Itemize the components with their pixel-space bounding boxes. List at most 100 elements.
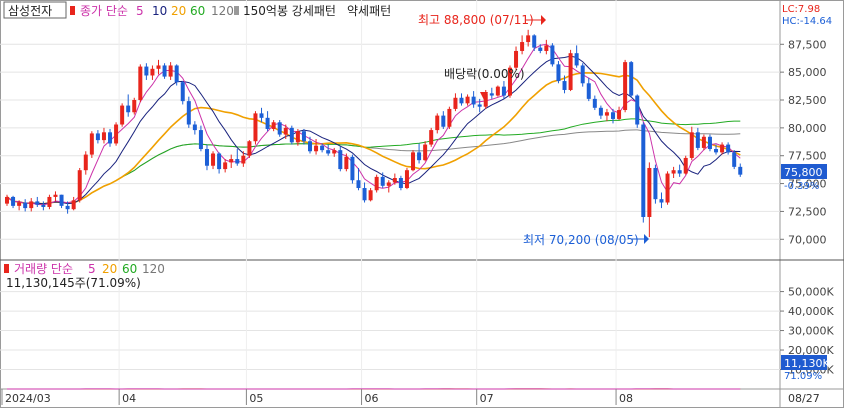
candle[interactable]	[689, 132, 694, 158]
candle[interactable]	[89, 133, 94, 155]
candle[interactable]	[617, 110, 622, 119]
ma-period-120[interactable]: 120	[211, 4, 234, 18]
candle[interactable]	[404, 170, 409, 189]
candle[interactable]	[477, 104, 482, 107]
candle[interactable]	[362, 188, 367, 201]
candle[interactable]	[580, 65, 585, 84]
candle[interactable]	[411, 152, 416, 171]
candle[interactable]	[386, 182, 391, 186]
candle[interactable]	[556, 64, 561, 82]
candle[interactable]	[507, 67, 512, 96]
candle[interactable]	[138, 66, 143, 100]
volume-ma-60[interactable]: 60	[122, 262, 137, 276]
candle[interactable]	[120, 105, 125, 125]
ma-period-10[interactable]: 10	[152, 4, 167, 18]
candle[interactable]	[77, 170, 82, 201]
candle[interactable]	[368, 190, 373, 201]
candle[interactable]	[720, 144, 725, 153]
candle[interactable]	[29, 201, 34, 209]
candle[interactable]	[71, 200, 76, 210]
candle[interactable]	[701, 136, 706, 148]
candle[interactable]	[392, 178, 397, 183]
candle[interactable]	[289, 127, 294, 143]
candle[interactable]	[150, 68, 155, 76]
candle[interactable]	[204, 149, 209, 166]
candle[interactable]	[574, 53, 579, 66]
candle[interactable]	[635, 95, 640, 125]
candle[interactable]	[732, 152, 737, 167]
candle[interactable]	[211, 153, 216, 166]
candle[interactable]	[423, 144, 428, 161]
candle[interactable]	[653, 167, 658, 200]
candle[interactable]	[192, 124, 197, 131]
candle[interactable]	[332, 150, 337, 154]
candle[interactable]	[671, 170, 676, 174]
candle[interactable]	[53, 194, 58, 197]
candle[interactable]	[659, 199, 664, 203]
candle[interactable]	[114, 124, 119, 144]
candle[interactable]	[247, 141, 252, 156]
candle[interactable]	[308, 141, 312, 152]
candle[interactable]	[435, 115, 440, 131]
candle[interactable]	[550, 45, 555, 65]
candle[interactable]	[83, 154, 88, 171]
candle[interactable]	[623, 62, 628, 111]
candle[interactable]	[738, 166, 743, 175]
candle[interactable]	[229, 159, 234, 163]
price-candles[interactable]	[5, 29, 743, 238]
candle[interactable]	[707, 136, 712, 150]
candle[interactable]	[223, 162, 228, 170]
candle[interactable]	[47, 196, 52, 207]
candle[interactable]	[126, 105, 131, 113]
volume-ma-5[interactable]: 5	[88, 262, 96, 276]
candle[interactable]	[471, 96, 476, 105]
candle[interactable]	[586, 83, 591, 99]
candle[interactable]	[380, 176, 385, 186]
candle[interactable]	[374, 176, 379, 191]
candle[interactable]	[168, 65, 173, 77]
volume-ma-20[interactable]: 20	[102, 262, 117, 276]
candle[interactable]	[447, 108, 452, 127]
candle[interactable]	[344, 156, 349, 170]
candle[interactable]	[144, 66, 149, 76]
candle[interactable]	[592, 98, 597, 108]
candle[interactable]	[277, 122, 282, 135]
candle[interactable]	[568, 53, 573, 90]
candle[interactable]	[356, 180, 361, 189]
candle[interactable]	[156, 65, 161, 69]
candle[interactable]	[483, 93, 488, 107]
candle[interactable]	[320, 145, 325, 151]
candle[interactable]	[326, 150, 331, 154]
candle[interactable]	[301, 131, 306, 142]
candle[interactable]	[59, 194, 64, 206]
candle[interactable]	[41, 204, 46, 207]
candle[interactable]	[350, 156, 355, 181]
candle[interactable]	[489, 93, 494, 96]
candle[interactable]	[544, 45, 549, 51]
candle[interactable]	[186, 101, 191, 125]
candle[interactable]	[501, 86, 506, 96]
candle[interactable]	[271, 122, 276, 129]
candle[interactable]	[23, 202, 28, 209]
ma-period-60[interactable]: 60	[190, 4, 205, 18]
candle[interactable]	[453, 97, 458, 109]
candle[interactable]	[108, 132, 113, 144]
candle[interactable]	[495, 86, 500, 96]
candle[interactable]	[683, 157, 688, 174]
candle[interactable]	[629, 62, 634, 96]
candle[interactable]	[235, 159, 240, 164]
candle[interactable]	[35, 201, 40, 205]
weak-pattern-label[interactable]: 약세패턴	[347, 3, 391, 18]
candle[interactable]	[417, 152, 422, 161]
stock-name-box[interactable]	[3, 1, 67, 19]
candle[interactable]	[538, 47, 543, 51]
candle[interactable]	[314, 145, 319, 152]
candle[interactable]	[265, 117, 270, 129]
candle[interactable]	[253, 113, 258, 142]
candle[interactable]	[198, 130, 203, 150]
ma-period-5[interactable]: 5	[136, 4, 144, 18]
candle[interactable]	[514, 50, 519, 68]
candle[interactable]	[598, 107, 603, 116]
candle[interactable]	[162, 65, 167, 77]
candle[interactable]	[647, 167, 652, 217]
